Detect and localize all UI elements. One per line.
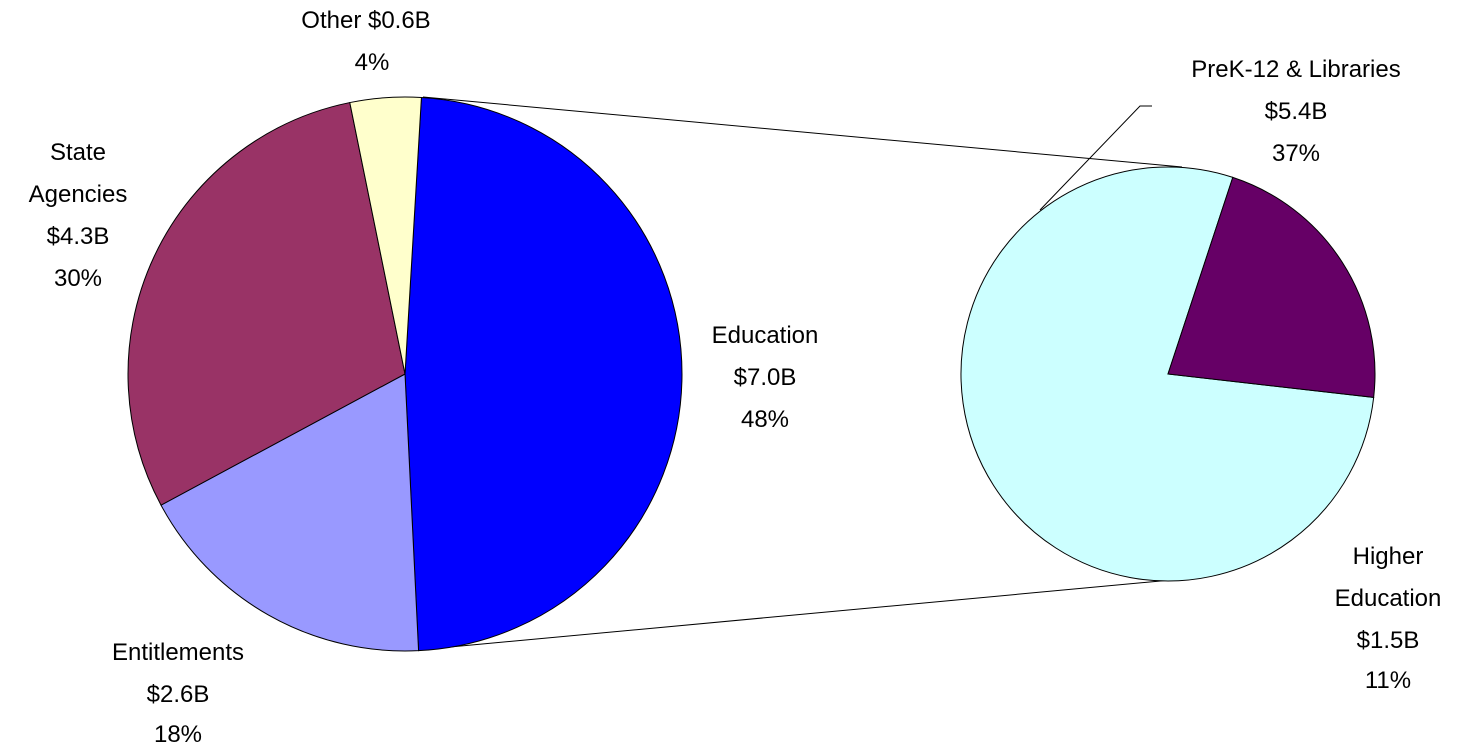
label-other-line1: Other $0.6B [301,7,430,34]
label-prek12-line1: PreK-12 & Libraries [1191,56,1400,83]
main-slice-entitlements [160,373,420,652]
label-higher-line2: Education [1335,585,1442,612]
label-state-line4: 30% [54,265,102,292]
label-entitlements-line1: Entitlements [112,639,244,666]
label-education-line2: $7.0B [734,364,797,391]
label-other-line2: 4% [355,49,390,76]
connector-line-top [422,96,1183,168]
main-slice-state-agencies [127,101,406,506]
label-prek12: PreK-12 & Libraries $5.4B 37% [1191,56,1400,167]
label-higher-line3: $1.5B [1357,627,1420,654]
label-higher-education: Higher Education $1.5B 11% [1335,543,1442,694]
label-prek12-line3: 37% [1272,140,1320,167]
label-state-line2: Agencies [29,181,128,208]
label-higher-line4: 11% [1365,667,1411,694]
main-pie [127,96,683,652]
main-slice-education [404,96,683,652]
label-state-line1: State [50,139,106,166]
breakout-pie [960,166,1376,582]
label-education-line1: Education [712,322,819,349]
label-entitlements: Entitlements $2.6B 18% [112,639,244,748]
breakout-slice-prek-12-libraries [960,166,1375,582]
label-other: Other $0.6B 4% [301,7,430,76]
leader-lines [1039,105,1152,211]
label-education-line3: 48% [741,406,789,433]
label-state-line3: $4.3B [47,223,110,250]
prek12-leader-line [1039,105,1152,211]
label-entitlements-line3: 18% [154,721,202,745]
connector-lines [417,96,1183,651]
label-higher-line1: Higher [1353,543,1424,570]
label-entitlements-line2: $2.6B [147,681,210,708]
connector-line-bottom [417,578,1183,651]
label-prek12-line2: $5.4B [1265,98,1328,125]
breakout-slice-higher-education [1167,176,1376,398]
label-state-agencies: State Agencies $4.3B 30% [29,139,128,292]
label-education: Education $7.0B 48% [712,322,819,433]
main-slice-other [349,96,422,375]
